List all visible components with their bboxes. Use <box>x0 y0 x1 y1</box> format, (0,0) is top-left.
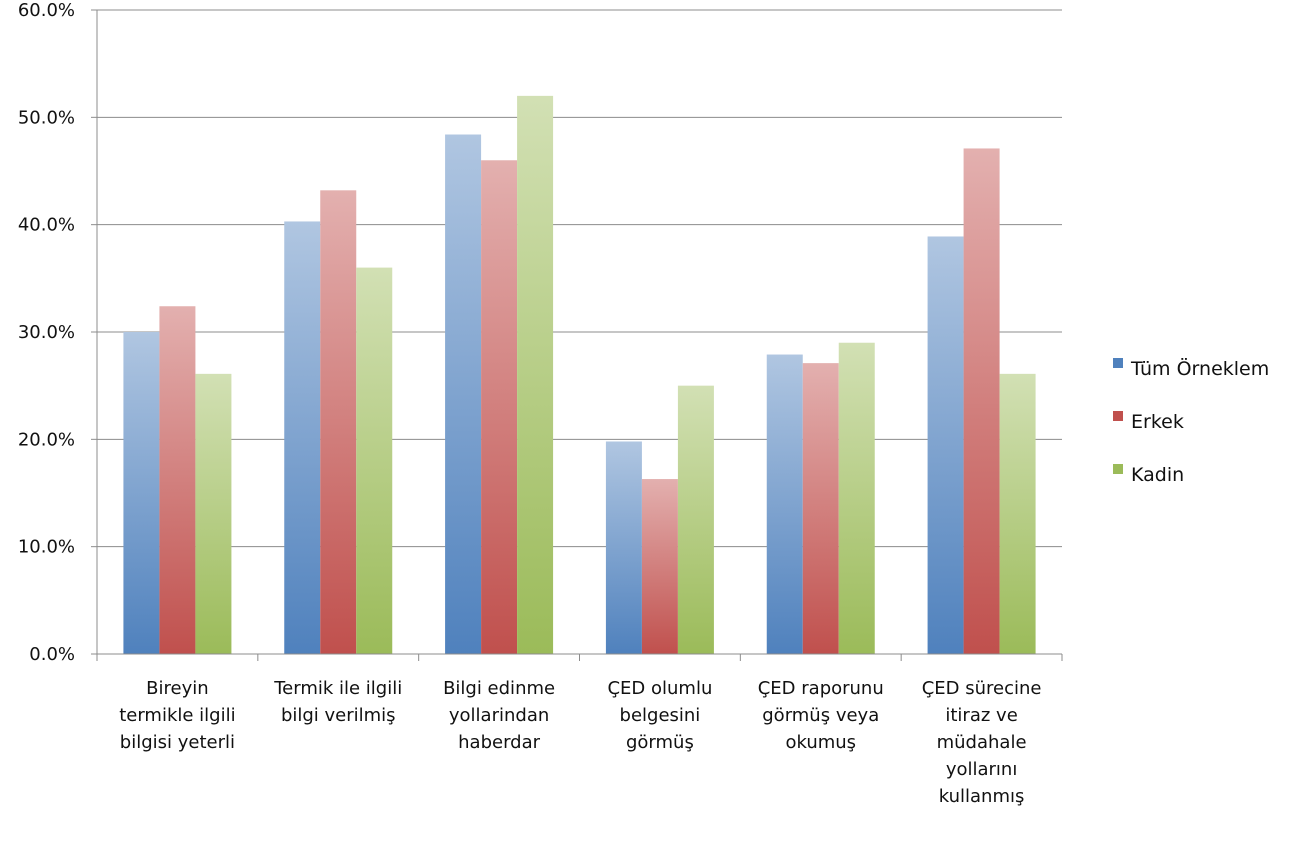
y-tick-label: 0.0% <box>29 644 75 665</box>
bar <box>999 373 1036 654</box>
bar <box>284 221 321 655</box>
y-tick-labels: 0.0% 10.0% 20.0% 30.0% 40.0% 50.0% 60.0% <box>18 0 75 665</box>
bar <box>356 267 393 654</box>
bar <box>641 479 678 654</box>
bar <box>838 342 875 654</box>
legend-swatch <box>1113 411 1123 421</box>
bar <box>123 332 160 654</box>
x-tick-label: ÇED raporunu görmüş veya okumuş <box>758 678 884 753</box>
y-tick-label: 60.0% <box>18 0 75 21</box>
axes <box>91 9 1063 661</box>
legend-label: Kadin <box>1131 464 1184 486</box>
legend-swatch <box>1113 464 1123 474</box>
bar <box>517 95 554 654</box>
gridlines <box>97 9 1062 548</box>
legend-swatch <box>1113 358 1123 368</box>
x-tick-label: ÇED sürecine itiraz ve müdahale yollarını ku… <box>922 678 1042 807</box>
y-tick-label: 10.0% <box>18 537 75 558</box>
legend-label: Erkek <box>1131 411 1184 433</box>
bar <box>159 306 196 654</box>
y-tick-label: 50.0% <box>18 107 75 128</box>
bars <box>123 95 1036 655</box>
y-tick-label: 20.0% <box>18 429 75 450</box>
x-tick-labels: Bireyin termikle ilgili bilgisi yeterli Ter… <box>119 678 1041 807</box>
legend-label: Tüm Örneklem <box>1130 357 1269 380</box>
bar <box>320 190 357 654</box>
bar <box>963 148 1000 654</box>
x-tick-label: ÇED olumlu belgesini görmüş <box>607 678 712 753</box>
x-tick-label: Termik ile ilgili bilgi verilmiş <box>273 678 402 726</box>
bar <box>677 385 714 654</box>
x-tick-label: Bireyin termikle ilgili bilgisi yeterli <box>119 678 235 753</box>
y-tick-label: 40.0% <box>18 215 75 236</box>
legend: Tüm Örneklem Erkek Kadin <box>1113 357 1269 486</box>
x-tick-label: Bilgi edinme yollarindan haberdar <box>443 678 555 753</box>
bar <box>445 134 482 655</box>
bar <box>605 441 642 654</box>
y-tick-label: 30.0% <box>18 322 75 343</box>
bar <box>766 354 803 654</box>
bar <box>195 373 232 654</box>
bar <box>927 236 964 654</box>
bar <box>481 160 518 654</box>
bar <box>802 363 839 654</box>
